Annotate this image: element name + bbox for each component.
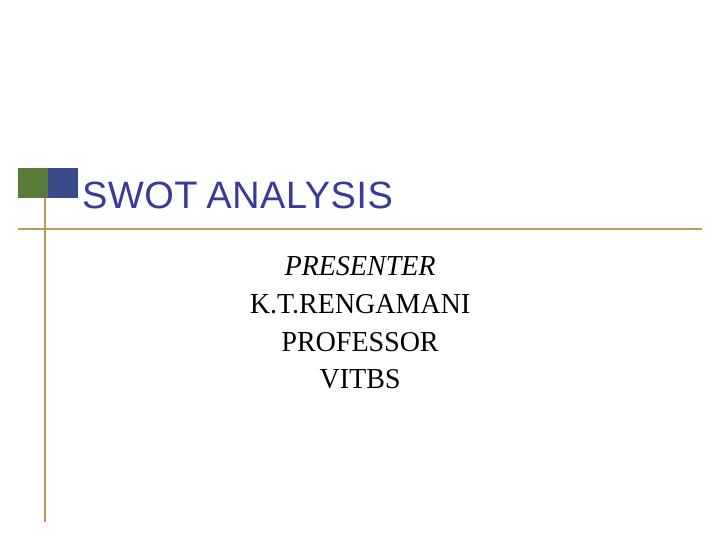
slide-body: PRESENTER K.T.RENGAMANI PROFESSOR VITBS bbox=[60, 248, 660, 399]
accent-square-blue bbox=[48, 168, 78, 198]
presenter-org: VITBS bbox=[60, 361, 660, 399]
vertical-divider bbox=[44, 198, 46, 522]
horizontal-divider bbox=[18, 228, 702, 230]
presenter-name: K.T.RENGAMANI bbox=[60, 286, 660, 324]
presenter-label: PRESENTER bbox=[60, 248, 660, 286]
slide-title: SWOT ANALYSIS bbox=[82, 175, 393, 218]
accent-square-green bbox=[18, 168, 48, 198]
presenter-role: PROFESSOR bbox=[60, 324, 660, 362]
